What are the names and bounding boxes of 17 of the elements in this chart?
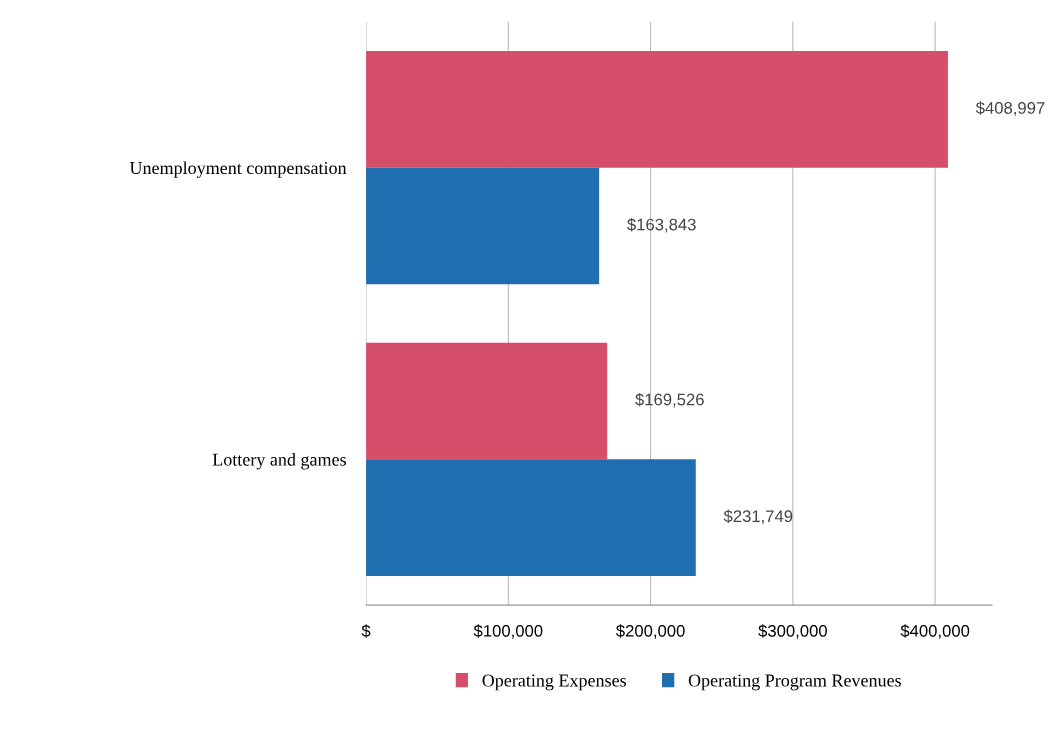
x-tick-label: $400,000 [900,624,970,639]
bar [366,342,608,460]
legend-label: Operating Program Revenues [688,674,901,691]
legend-label: Operating Expenses [482,674,626,691]
bar [366,51,948,168]
x-tick-label: $ [361,624,371,638]
x-tick-label: $200,000 [616,624,685,639]
data-label: $163,843 [627,217,696,233]
bar [366,167,600,285]
x-tick-label: $300,000 [758,624,827,639]
bar [366,459,696,576]
data-label: $231,749 [723,509,793,525]
x-tick-label: $100,000 [473,624,543,639]
data-label: $408,997 [975,101,1045,116]
y-tick-label: Unemployment compensation [129,161,347,178]
data-label: $169,526 [635,392,704,408]
y-tick-label: Lottery and games [212,453,346,470]
